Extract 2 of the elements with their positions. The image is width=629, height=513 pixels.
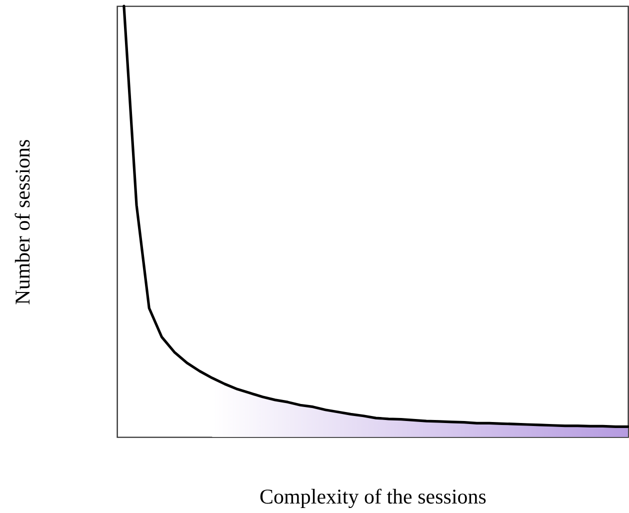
x-axis-title: Complexity of the sessions xyxy=(260,484,486,508)
y-axis-title: Number of sessions xyxy=(10,139,34,305)
